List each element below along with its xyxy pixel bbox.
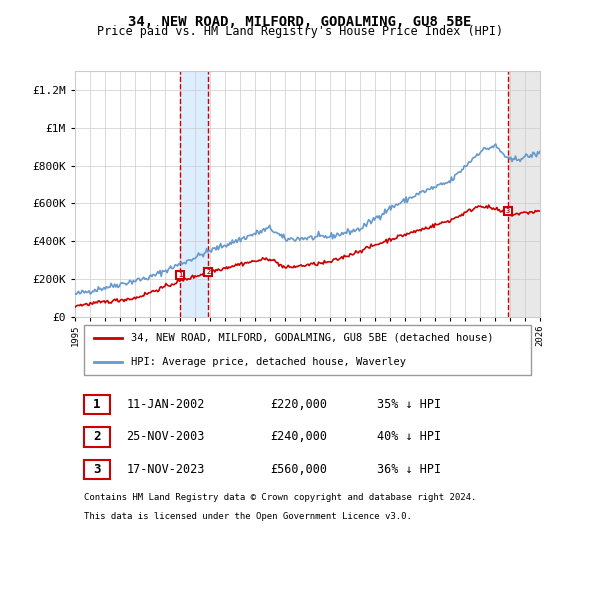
Text: Price paid vs. HM Land Registry's House Price Index (HPI): Price paid vs. HM Land Registry's House … <box>97 25 503 38</box>
Text: 36% ↓ HPI: 36% ↓ HPI <box>377 463 442 476</box>
Text: 1: 1 <box>178 273 182 278</box>
Bar <box>181 71 208 317</box>
Text: 34, NEW ROAD, MILFORD, GODALMING, GU8 5BE (detached house): 34, NEW ROAD, MILFORD, GODALMING, GU8 5B… <box>131 333 493 343</box>
Text: 3: 3 <box>506 208 511 214</box>
Text: 35% ↓ HPI: 35% ↓ HPI <box>377 398 442 411</box>
Text: HPI: Average price, detached house, Waverley: HPI: Average price, detached house, Wave… <box>131 357 406 367</box>
Text: 34, NEW ROAD, MILFORD, GODALMING, GU8 5BE: 34, NEW ROAD, MILFORD, GODALMING, GU8 5B… <box>128 15 472 29</box>
Text: £560,000: £560,000 <box>270 463 328 476</box>
Text: 1: 1 <box>93 398 101 411</box>
FancyBboxPatch shape <box>84 427 110 447</box>
Text: £240,000: £240,000 <box>270 431 328 444</box>
Text: 3: 3 <box>93 463 101 476</box>
Text: 17-NOV-2023: 17-NOV-2023 <box>126 463 205 476</box>
Text: Contains HM Land Registry data © Crown copyright and database right 2024.: Contains HM Land Registry data © Crown c… <box>84 493 476 502</box>
FancyBboxPatch shape <box>84 325 531 375</box>
Bar <box>508 71 540 317</box>
Text: 25-NOV-2003: 25-NOV-2003 <box>126 431 205 444</box>
FancyBboxPatch shape <box>84 395 110 414</box>
Text: 2: 2 <box>206 268 211 274</box>
Text: This data is licensed under the Open Government Licence v3.0.: This data is licensed under the Open Gov… <box>84 512 412 521</box>
Text: £220,000: £220,000 <box>270 398 328 411</box>
FancyBboxPatch shape <box>84 460 110 479</box>
Text: 2: 2 <box>93 431 101 444</box>
Text: 11-JAN-2002: 11-JAN-2002 <box>126 398 205 411</box>
Text: 40% ↓ HPI: 40% ↓ HPI <box>377 431 442 444</box>
